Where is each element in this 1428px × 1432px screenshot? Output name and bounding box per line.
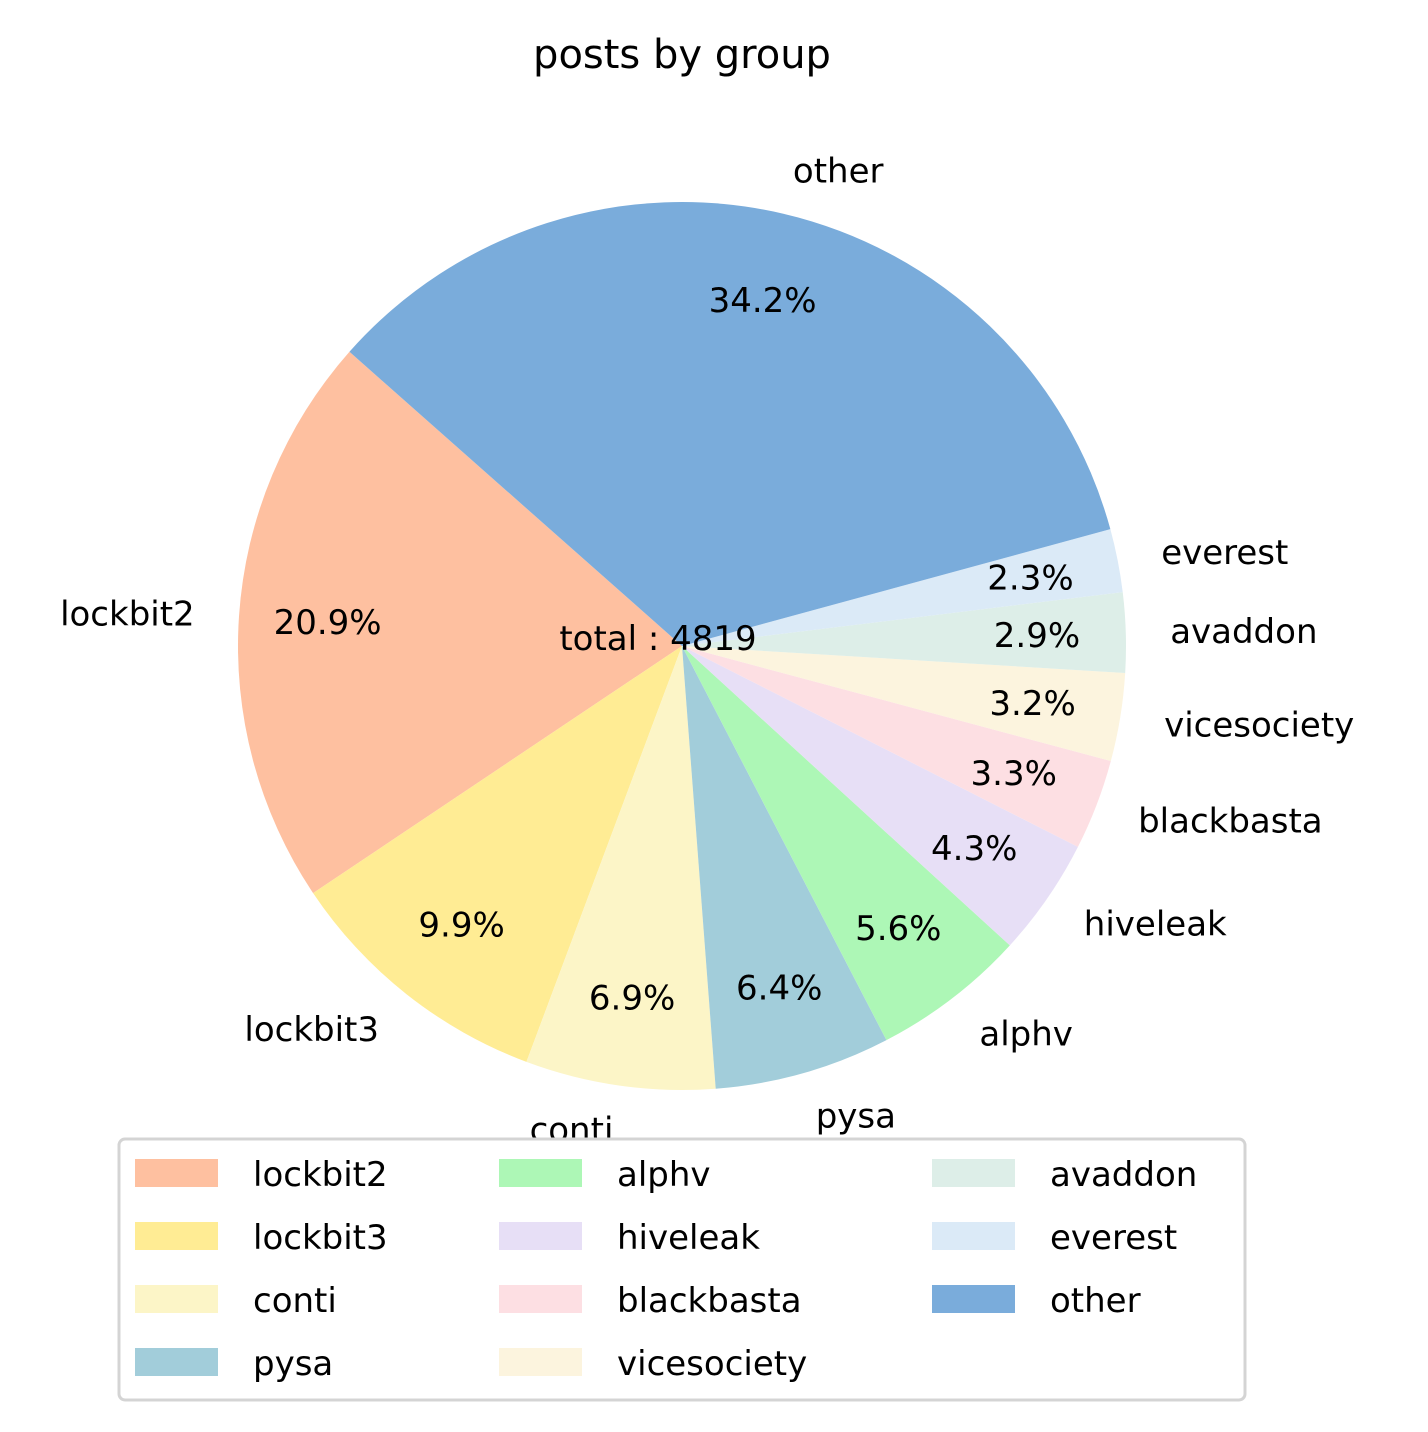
legend-label-alphv: alphv <box>617 1155 711 1195</box>
legend-label-everest: everest <box>1050 1218 1177 1258</box>
slice-name-label-lockbit3: lockbit3 <box>244 1010 379 1050</box>
legend-swatch-other <box>932 1285 1015 1313</box>
slice-name-label-pysa: pysa <box>816 1097 896 1137</box>
slice-avaddon <box>682 592 1126 673</box>
center-total-label: total : 4819 <box>559 619 756 659</box>
slice-blackbasta <box>682 646 1111 847</box>
legend-swatch-everest <box>932 1222 1015 1250</box>
slice-everest <box>682 529 1123 646</box>
legend-label-avaddon: avaddon <box>1050 1155 1197 1195</box>
slice-name-label-alphv: alphv <box>979 1014 1073 1054</box>
slice-other <box>349 202 1111 646</box>
slice-pct-label-pysa: 6.4% <box>736 969 822 1009</box>
slice-name-label-lockbit2: lockbit2 <box>60 594 195 634</box>
legend-swatch-conti <box>135 1285 218 1313</box>
chart-title: posts by group <box>533 32 831 78</box>
legend-swatch-lockbit3 <box>135 1222 218 1250</box>
slice-pct-label-hiveleak: 4.3% <box>931 829 1017 869</box>
slice-pct-label-blackbasta: 3.3% <box>971 754 1057 794</box>
legend-label-conti: conti <box>253 1281 337 1321</box>
slice-labels: 20.9%lockbit29.9%lockbit36.9%conti6.4%py… <box>60 151 1354 1150</box>
legend-swatch-avaddon <box>932 1159 1015 1187</box>
slice-pct-label-other: 34.2% <box>709 281 817 321</box>
slice-hiveleak <box>682 646 1078 946</box>
legend-swatch-hiveleak <box>499 1222 582 1250</box>
slice-vicesociety <box>682 646 1126 762</box>
slice-conti <box>526 646 716 1091</box>
slice-pysa <box>682 646 887 1089</box>
slice-name-label-other: other <box>793 151 884 191</box>
slice-pct-label-vicesociety: 3.2% <box>989 684 1075 724</box>
legend-label-hiveleak: hiveleak <box>617 1218 760 1258</box>
legend-label-other: other <box>1050 1281 1141 1321</box>
slice-lockbit2 <box>238 351 682 894</box>
slice-alphv <box>682 646 1010 1041</box>
legend-frame <box>117 1137 1247 1402</box>
slice-pct-label-everest: 2.3% <box>987 559 1073 599</box>
slice-pct-label-alphv: 5.6% <box>855 909 941 949</box>
legend-swatch-pysa <box>135 1348 218 1376</box>
slice-pct-label-lockbit2: 20.9% <box>274 603 382 643</box>
slice-lockbit3 <box>313 646 682 1062</box>
legend-swatch-blackbasta <box>499 1285 582 1313</box>
legend-swatch-vicesociety <box>499 1348 582 1376</box>
legend-swatch-lockbit2 <box>135 1159 218 1187</box>
pie-slices <box>238 202 1126 1091</box>
slice-pct-label-avaddon: 2.9% <box>994 616 1080 656</box>
slice-name-label-avaddon: avaddon <box>1170 612 1317 652</box>
slice-pct-label-lockbit3: 9.9% <box>418 906 504 946</box>
slice-pct-label-conti: 6.9% <box>589 979 675 1019</box>
legend-label-blackbasta: blackbasta <box>617 1281 802 1321</box>
legend-label-lockbit3: lockbit3 <box>253 1218 388 1258</box>
legend-label-lockbit2: lockbit2 <box>253 1155 388 1195</box>
legend: lockbit2 lockbit3 conti pysa alphv hiveleak bl… <box>117 1137 1247 1402</box>
slice-name-label-hiveleak: hiveleak <box>1084 905 1227 945</box>
legend-label-pysa: pysa <box>253 1344 333 1384</box>
slice-name-label-everest: everest <box>1161 533 1288 573</box>
legend-swatch-alphv <box>499 1159 582 1187</box>
slice-name-label-blackbasta: blackbasta <box>1138 802 1323 842</box>
legend-label-vicesociety: vicesociety <box>617 1344 807 1384</box>
slice-name-label-vicesociety: vicesociety <box>1164 706 1354 746</box>
